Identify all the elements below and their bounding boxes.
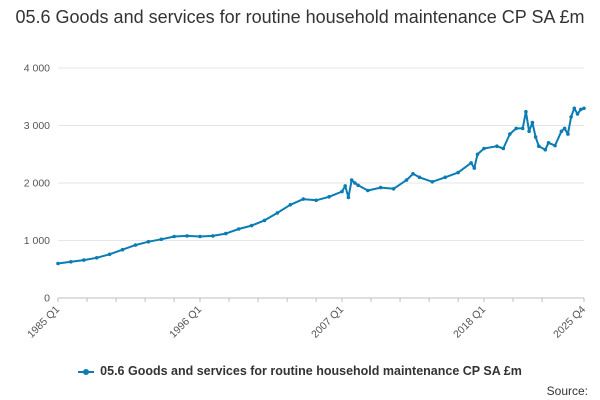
data-point (159, 237, 164, 242)
data-point (472, 166, 477, 170)
data-point (262, 218, 267, 223)
y-tick-label: 3 000 (24, 120, 50, 132)
data-point (562, 126, 567, 131)
data-point (569, 115, 573, 119)
data-point (56, 261, 60, 266)
data-point (546, 141, 551, 145)
data-point (224, 231, 228, 236)
data-point (185, 234, 189, 238)
data-point (314, 198, 319, 203)
data-point (456, 170, 460, 175)
data-point (533, 135, 538, 139)
data-point (327, 195, 331, 199)
data-point (249, 223, 254, 228)
data-point (343, 184, 348, 188)
data-point (524, 109, 528, 114)
chart-title: 05.6 Goods and services for routine hous… (15, 7, 585, 27)
data-point (353, 181, 357, 185)
data-point (543, 147, 548, 152)
data-point (82, 258, 86, 262)
series-layer (56, 106, 586, 266)
data-point (411, 172, 415, 176)
data-point (508, 132, 512, 136)
data-point (582, 106, 586, 111)
axes (57, 297, 585, 302)
data-point (559, 129, 564, 134)
x-tick-label: 1985 Q1 (25, 304, 62, 341)
data-point (579, 107, 583, 112)
data-point (107, 252, 112, 257)
x-tick-label: 2018 Q1 (451, 304, 488, 341)
data-point (430, 180, 435, 184)
legend[interactable]: 05.6 Goods and services for routine hous… (0, 364, 600, 378)
data-point (575, 112, 580, 116)
data-point (356, 183, 360, 188)
data-point (404, 178, 409, 182)
data-point (69, 260, 73, 264)
data-point (275, 211, 280, 215)
data-point (346, 195, 351, 200)
data-point (236, 227, 241, 231)
data-point (566, 132, 570, 136)
y-tick-label: 1 000 (24, 235, 50, 247)
data-point (527, 129, 531, 134)
y-tick-label: 4 000 (24, 63, 50, 75)
gridlines (58, 67, 584, 241)
data-point (530, 120, 535, 125)
data-point (443, 175, 448, 180)
data-point (211, 234, 215, 238)
data-point (572, 106, 577, 111)
data-point (417, 175, 422, 180)
data-point (514, 126, 518, 131)
x-tick-label: 1996 Q1 (167, 304, 204, 341)
data-point (146, 239, 151, 244)
data-point (366, 188, 370, 193)
legend-marker-icon (78, 368, 95, 375)
source-label: Source: (546, 384, 588, 398)
x-tick-label: 2025 Q4 (551, 304, 588, 341)
data-point (475, 152, 480, 157)
legend-label: 05.6 Goods and services for routine hous… (100, 364, 522, 378)
data-point (537, 144, 541, 148)
data-point (172, 234, 176, 239)
data-point (482, 146, 486, 151)
data-point (495, 144, 499, 148)
data-point (94, 255, 99, 260)
data-point (120, 247, 125, 252)
data-point (301, 197, 306, 201)
data-point (133, 243, 138, 247)
y-tick-label: 2 000 (24, 178, 50, 190)
data-point (340, 189, 344, 194)
data-point (501, 146, 506, 151)
data-point (520, 126, 525, 131)
tick-labels: 0 1 000 2 000 3 000 4 000 1985 Q1 1996 Q1 2007 … (24, 63, 589, 341)
x-tick-label: 2007 Q1 (309, 304, 346, 341)
data-point (198, 234, 202, 239)
data-point (378, 185, 383, 190)
data-point (553, 143, 557, 148)
data-point (391, 187, 396, 191)
y-tick-label: 0 (44, 293, 50, 305)
data-point (469, 161, 473, 165)
data-point (349, 178, 354, 182)
data-point (288, 203, 293, 207)
